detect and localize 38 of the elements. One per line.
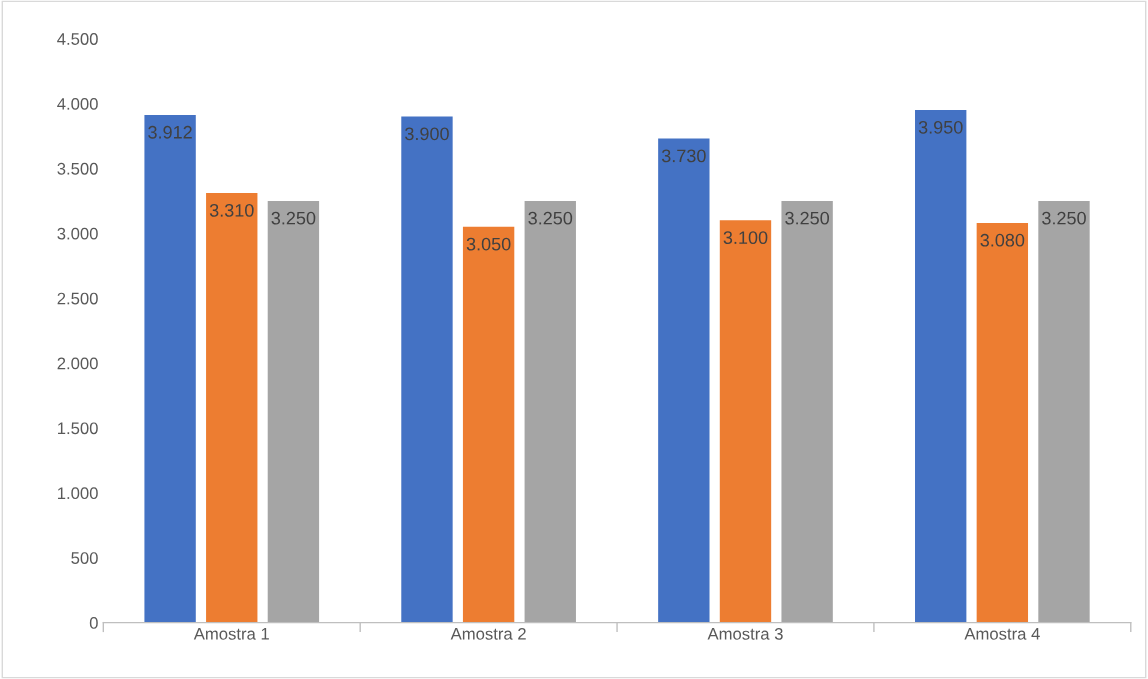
- bar: [144, 115, 196, 623]
- data-label: 3.950: [918, 120, 963, 134]
- data-label: 3.900: [405, 127, 449, 141]
- data-label: 3.250: [785, 211, 830, 225]
- y-tick-label: 0: [89, 617, 98, 629]
- bar: [915, 110, 967, 623]
- bar: [401, 116, 453, 623]
- y-tick-label: 4.000: [57, 97, 98, 110]
- bar: [1038, 200, 1090, 623]
- x-tick-label: Amostra 4: [964, 628, 1040, 640]
- y-tick-label: 3.000: [57, 227, 98, 240]
- y-tick-label: 3.500: [57, 162, 98, 175]
- data-label: 3.250: [1042, 211, 1086, 225]
- data-label: 3.250: [528, 211, 573, 225]
- y-tick-label: 1.500: [58, 422, 98, 435]
- y-tick-label: 2.000: [57, 357, 98, 370]
- data-label: 3.250: [271, 211, 316, 225]
- x-tick-label: Amostra 1: [193, 628, 269, 640]
- x-tick-label: Amostra 3: [707, 627, 783, 640]
- bar: [781, 200, 833, 623]
- bar: [462, 226, 515, 623]
- data-label: 3.100: [723, 231, 768, 245]
- data-label: 3.912: [148, 125, 192, 139]
- bar: [524, 200, 576, 623]
- bar: [719, 220, 772, 623]
- y-tick-label: 500: [71, 552, 98, 564]
- y-tick-label: 2.500: [57, 292, 98, 305]
- y-tick-label: 1.000: [58, 487, 98, 500]
- data-label: 3.310: [209, 203, 254, 217]
- data-label: 3.080: [980, 233, 1025, 247]
- y-tick-label: 4.500: [57, 33, 98, 45]
- bar: [206, 193, 258, 623]
- data-label: 3.730: [661, 149, 706, 163]
- bar: [267, 200, 320, 623]
- bar: [658, 138, 710, 623]
- bar: [976, 222, 1029, 623]
- data-label: 3.050: [466, 237, 511, 251]
- x-tick-label: Amostra 2: [450, 627, 526, 640]
